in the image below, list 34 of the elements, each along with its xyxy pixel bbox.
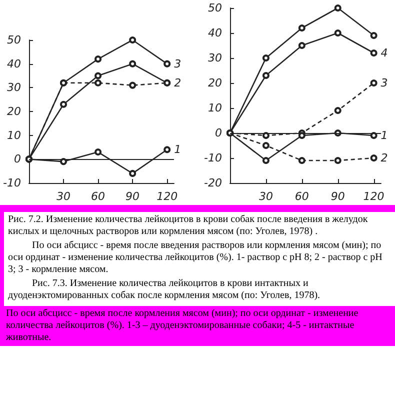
x-tick-label: 60: [294, 190, 309, 203]
y-tick-label: 10: [6, 128, 21, 142]
y-tick-label: 0: [215, 126, 222, 140]
x-tick-label: 120: [363, 190, 384, 203]
y-tick-label: 30: [208, 52, 222, 64]
y-tick-label: 40: [208, 26, 222, 40]
y-tick-label: 0: [14, 152, 21, 166]
y-tick-label: 50: [208, 2, 222, 14]
x-tick-label: 30: [258, 190, 273, 203]
series-label: 4: [380, 46, 388, 60]
text: Рис. 7.2. Изменение количества лейкоцитов в крови собак после введения в желудок кислых и щелочных растворов или кормления мясом (по: Уголев, 1978) .: [8, 214, 369, 238]
x-tick-label: 120: [156, 190, 178, 203]
x-tick-label: 90: [330, 190, 345, 203]
series-label: 1: [174, 143, 182, 156]
y-tick-label: -20: [204, 176, 222, 190]
text: Рис. 7.3. Изменение количества лейкоцитов в крови интактных и дуоденэктомированных собак после кормления мясом (по: Уголев, 1978).: [8, 278, 322, 302]
x-tick-label: 30: [56, 190, 70, 203]
series-label: 3: [380, 76, 388, 90]
text: По оси абсцисс - время после кормления мясом (мин); по оси ординат - изменение количества лейкоцитов (%). 1-3 – дуоденэктомированные собаки; 4-5 - интактные животные.: [6, 308, 360, 344]
y-tick-label: 20: [6, 105, 21, 118]
x-tick-label: 90: [126, 190, 140, 203]
y-tick-label: -10: [204, 152, 222, 164]
series-label: 2: [380, 152, 388, 164]
y-tick-label: 10: [208, 102, 222, 114]
text: По оси абсцисс - время после введения растворов или кормления мясом (мин); по оси ординат - изменение количества лейкоцитов (%). 1- раствор с pH 8; 2 - раствор с pH 3; 3 - кормление мясом.: [8, 240, 384, 276]
x-tick-label: 60: [91, 190, 106, 203]
y-tick-label: 30: [6, 81, 21, 94]
series-label: 3: [174, 57, 182, 70]
y-tick-label: 50: [6, 34, 21, 46]
series-label: 1: [380, 129, 388, 142]
y-tick-label: 40: [6, 57, 21, 70]
series-label: 2: [174, 76, 182, 90]
y-tick-label: 20: [208, 76, 222, 90]
y-tick-label: -10: [3, 176, 21, 190]
